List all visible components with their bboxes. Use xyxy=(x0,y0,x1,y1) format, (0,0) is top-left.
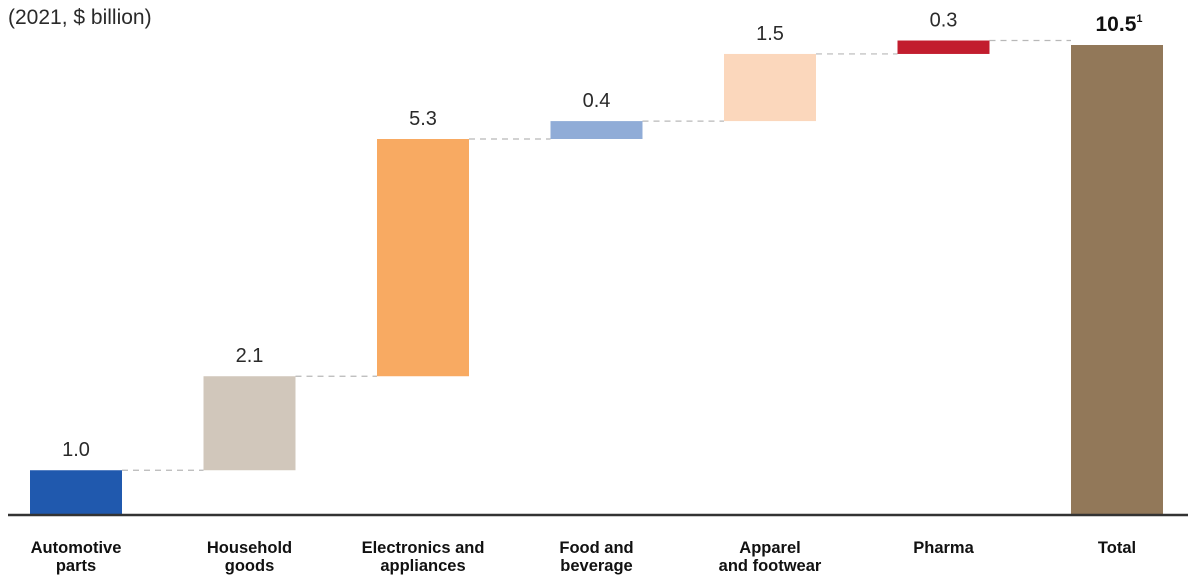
category-label-5-line-0: Pharma xyxy=(913,539,974,557)
category-label-0-line-0: Automotive xyxy=(31,539,122,557)
bar-3 xyxy=(550,121,643,139)
bars-group xyxy=(30,40,1163,515)
category-label-2-line-1: appliances xyxy=(380,557,465,575)
category-label-3-line-1: beverage xyxy=(560,557,632,575)
bar-1 xyxy=(203,376,296,471)
footnote-marker: 1 xyxy=(1136,13,1142,25)
category-label-0-line-1: parts xyxy=(56,557,96,575)
bar-0 xyxy=(30,470,122,515)
bar-4 xyxy=(724,53,816,122)
category-label-3-line-0: Food and xyxy=(559,539,633,557)
category-label-1-line-0: Household xyxy=(207,539,292,557)
connector-lines xyxy=(122,39,1071,471)
chart-subtitle: (2021, $ billion) xyxy=(8,6,152,29)
bar-5 xyxy=(897,40,990,54)
category-label-1-line-1: goods xyxy=(225,557,275,575)
category-label-2-line-0: Electronics and xyxy=(362,539,485,557)
category-label-6-line-0: Total xyxy=(1098,539,1136,557)
value-label-4: 1.5 xyxy=(756,23,784,45)
value-labels-group: 1.0 2.1 5.3 0.4 1.5 0.3 10.51 xyxy=(62,10,1142,462)
value-label-5: 0.3 xyxy=(930,10,958,32)
bar-6 xyxy=(1071,45,1163,515)
value-label-total: 10.51 xyxy=(1096,13,1143,36)
bar-2 xyxy=(377,139,469,377)
value-label-3: 0.4 xyxy=(583,90,611,112)
value-label-2: 5.3 xyxy=(409,108,437,130)
value-label-0: 1.0 xyxy=(62,439,90,461)
category-label-4-line-1: and footwear xyxy=(719,557,822,575)
category-label-4-line-0: Apparel xyxy=(739,539,800,557)
value-label-1: 2.1 xyxy=(236,345,264,367)
